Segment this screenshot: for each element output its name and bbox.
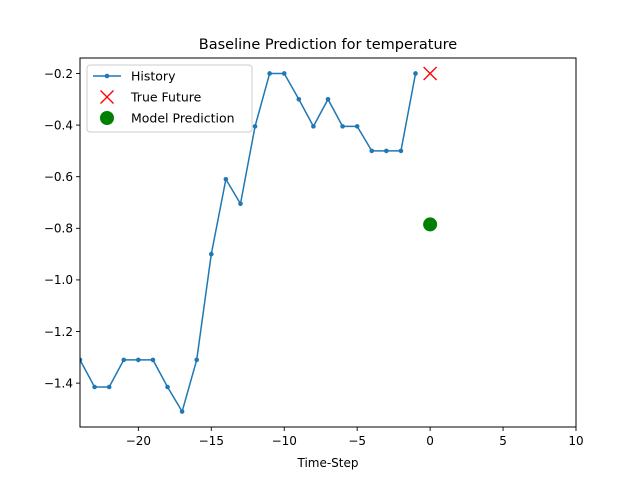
legend-history-marker	[104, 73, 110, 79]
history-point	[208, 251, 214, 257]
history-point	[80, 357, 83, 363]
history-point	[384, 148, 389, 154]
x-tick-label: −10	[272, 434, 297, 448]
history-point	[121, 357, 127, 363]
x-tick-label: −15	[199, 434, 224, 448]
model-prediction-point	[423, 217, 438, 232]
x-tick-label: 10	[568, 434, 583, 448]
history-point	[194, 357, 200, 363]
history-point	[136, 357, 141, 363]
history-point	[267, 71, 272, 76]
x-tick-label: 0	[426, 434, 434, 448]
history-point	[106, 384, 112, 390]
history-point	[398, 148, 404, 154]
history-point	[252, 124, 258, 129]
legend-entry: History	[93, 69, 176, 84]
y-tick-label: −1.0	[44, 273, 73, 287]
y-tick-label: −1.4	[44, 376, 73, 390]
axis-ticks: −20 −15 −10 −5 0 5 10 −1.4 −1.2 −1.0 −0.8 −0.6 −0.4 −…	[44, 67, 584, 448]
history-point	[281, 71, 287, 76]
series-history-line	[80, 72, 417, 413]
history-point	[369, 148, 375, 154]
legend-box	[86, 64, 253, 133]
history-point	[413, 71, 418, 76]
true-future-point	[423, 66, 438, 81]
y-tick-label: −0.4	[44, 118, 73, 132]
history-point	[92, 384, 97, 390]
history-point	[179, 409, 185, 414]
history-point	[150, 357, 156, 363]
axes-frame	[79, 57, 577, 428]
legend-label: History	[131, 69, 176, 84]
y-tick-label: −0.6	[44, 170, 73, 184]
plot-area	[80, 66, 438, 414]
history-point	[238, 201, 243, 207]
history-point	[325, 96, 331, 102]
y-tick-label: −0.8	[44, 222, 73, 236]
legend-label: Model Prediction	[131, 111, 235, 126]
legend-entry: Model Prediction	[100, 111, 235, 126]
history-point	[311, 124, 316, 129]
y-tick-label: −0.2	[44, 67, 73, 81]
history-point	[223, 176, 229, 182]
history-point	[165, 384, 170, 390]
history-point	[296, 96, 302, 102]
plot-content	[80, 66, 438, 414]
x-tick-label: 5	[499, 434, 507, 448]
history-point	[340, 124, 345, 129]
legend-model-prediction-swatch	[100, 111, 114, 125]
x-axis-label: Time-Step	[296, 456, 358, 470]
y-tick-label: −1.2	[44, 325, 73, 339]
x-tick-label: −5	[348, 434, 366, 448]
x-tick-label: −20	[126, 434, 151, 448]
true-future-stroke	[423, 66, 438, 81]
legend-label: True Future	[130, 90, 202, 105]
legend-entry: True Future	[100, 90, 202, 105]
history-point	[354, 124, 360, 129]
legend-true-future-swatch	[100, 90, 114, 104]
chart-title: Baseline Prediction for temperature	[199, 37, 457, 53]
legend: History True Future Model Prediction	[86, 64, 253, 133]
